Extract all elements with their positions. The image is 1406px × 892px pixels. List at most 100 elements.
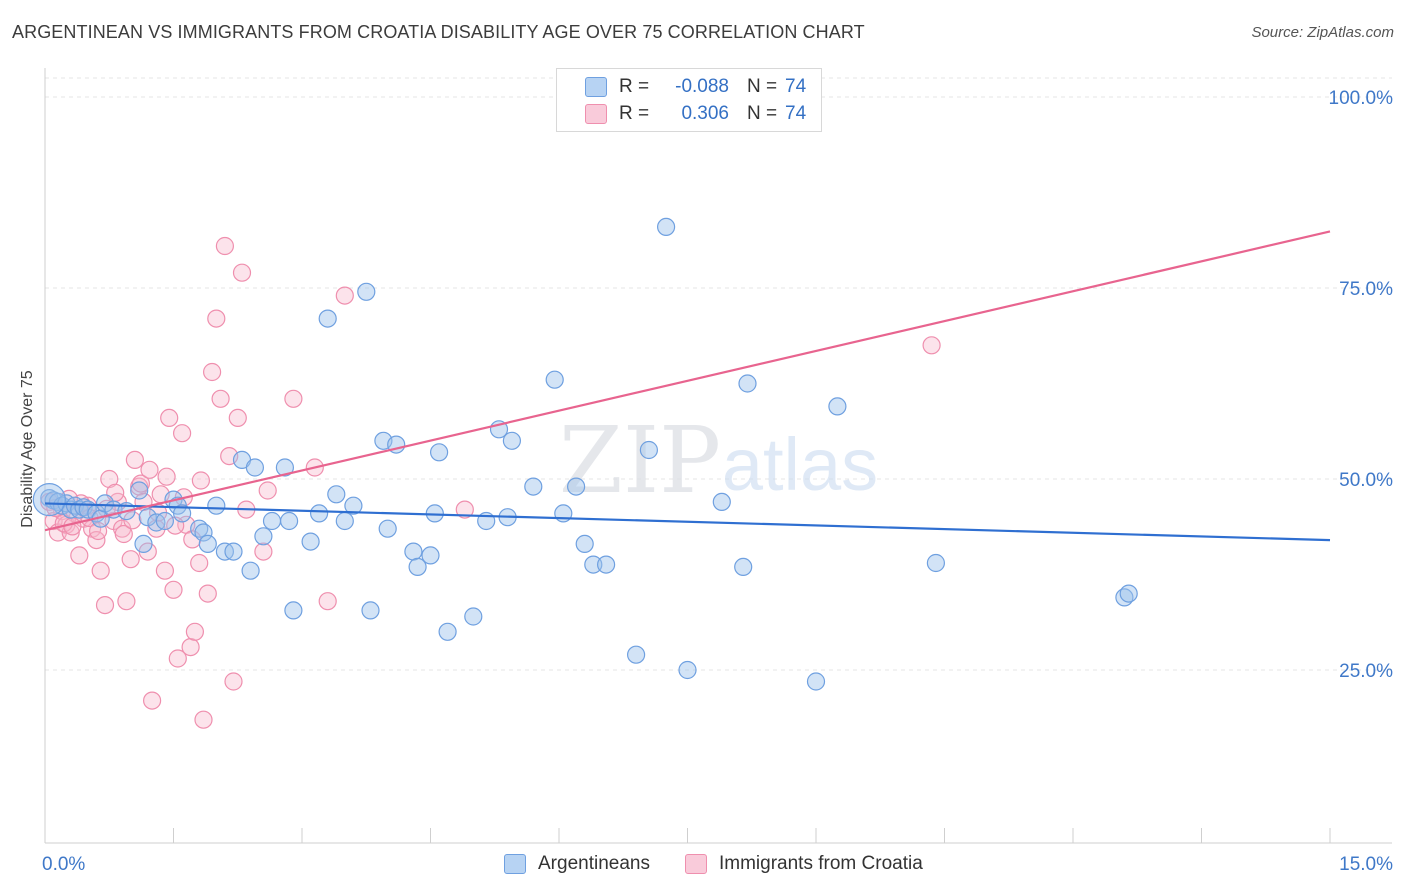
data-point bbox=[335, 511, 354, 531]
data-point bbox=[335, 286, 354, 305]
bottom-legend-swatch-pink bbox=[685, 854, 707, 874]
data-point bbox=[262, 511, 282, 531]
data-point bbox=[318, 592, 337, 611]
data-point bbox=[344, 496, 363, 515]
data-point bbox=[1119, 584, 1138, 603]
data-point bbox=[123, 511, 142, 530]
data-point bbox=[241, 561, 260, 580]
y-tick-label: 50.0% bbox=[1339, 470, 1393, 491]
data-point bbox=[228, 408, 247, 427]
data-point bbox=[157, 467, 176, 486]
data-point bbox=[361, 601, 380, 620]
data-point bbox=[207, 496, 226, 515]
data-point bbox=[155, 511, 174, 531]
data-point bbox=[310, 504, 329, 523]
data-point bbox=[160, 408, 179, 427]
tick-labels: 100.0% 75.0% 50.0% 25.0% 0.0% 15.0% bbox=[42, 88, 1393, 875]
bottom-legend-croatia: Immigrants from Croatia bbox=[685, 852, 923, 876]
data-point bbox=[215, 236, 234, 256]
data-point bbox=[181, 637, 200, 657]
data-point bbox=[408, 557, 427, 577]
data-point bbox=[327, 485, 346, 504]
legend-row-argentineans: R = -0.088 N = 74 bbox=[585, 75, 806, 99]
y-tick-label: 75.0% bbox=[1339, 279, 1393, 300]
legend-row-croatia: R = 0.306 N = 74 bbox=[585, 102, 806, 126]
data-point bbox=[284, 389, 303, 408]
data-point bbox=[203, 362, 222, 382]
data-point bbox=[130, 481, 149, 500]
data-point-cluster bbox=[32, 483, 66, 517]
data-point bbox=[121, 550, 140, 569]
data-point bbox=[185, 622, 204, 641]
data-point bbox=[91, 561, 110, 580]
data-point bbox=[190, 553, 209, 573]
legend-n-label: N = bbox=[747, 103, 778, 124]
data-point bbox=[194, 523, 213, 542]
data-point bbox=[155, 561, 174, 580]
data-point bbox=[738, 374, 757, 393]
data-point bbox=[806, 672, 826, 691]
data-point bbox=[455, 500, 474, 519]
y-tick-label: 25.0% bbox=[1339, 661, 1393, 682]
legend-swatch-blue bbox=[585, 77, 607, 97]
data-point bbox=[198, 534, 217, 554]
trend-line-argentineans bbox=[44, 502, 1331, 542]
data-point bbox=[245, 458, 264, 477]
axes bbox=[44, 68, 1392, 844]
data-point bbox=[254, 527, 273, 546]
data-point bbox=[545, 370, 564, 389]
data-point bbox=[678, 660, 697, 680]
watermark: ZIP atlas bbox=[559, 407, 878, 514]
data-point bbox=[70, 546, 89, 565]
legend-n-value: 74 bbox=[785, 103, 807, 124]
trend-line-croatia bbox=[44, 230, 1331, 532]
bottom-legend-swatch-blue bbox=[504, 854, 526, 874]
data-point bbox=[211, 389, 230, 408]
data-point bbox=[301, 532, 320, 551]
bottom-legend-label: Immigrants from Croatia bbox=[719, 853, 923, 874]
data-point bbox=[198, 584, 217, 603]
data-point bbox=[63, 517, 82, 536]
data-point bbox=[191, 471, 210, 490]
y-tick-label: 100.0% bbox=[1329, 88, 1394, 109]
data-point bbox=[275, 458, 294, 477]
data-point bbox=[656, 217, 676, 236]
data-point bbox=[596, 555, 616, 574]
data-point bbox=[194, 710, 213, 729]
data-point bbox=[173, 424, 192, 443]
data-point bbox=[134, 534, 153, 554]
data-point bbox=[430, 443, 449, 462]
data-point bbox=[173, 504, 192, 523]
data-point bbox=[438, 622, 457, 641]
data-point bbox=[404, 542, 423, 561]
data-point bbox=[284, 601, 303, 620]
data-point bbox=[224, 672, 243, 691]
data-point bbox=[922, 336, 941, 355]
data-point bbox=[125, 450, 144, 469]
data-point bbox=[378, 519, 397, 538]
data-point bbox=[502, 431, 521, 450]
legend-r-value: -0.088 bbox=[675, 76, 729, 97]
data-point bbox=[280, 511, 299, 531]
data-point bbox=[258, 481, 277, 500]
legend-swatch-pink bbox=[585, 104, 607, 124]
chart-title: ARGENTINEAN VS IMMIGRANTS FROM CROATIA D… bbox=[12, 22, 865, 42]
data-point bbox=[524, 477, 543, 496]
watermark-atlas: atlas bbox=[722, 423, 878, 506]
bottom-legend-label: Argentineans bbox=[538, 853, 650, 874]
data-point bbox=[712, 492, 731, 511]
data-point bbox=[131, 474, 150, 493]
data-point bbox=[138, 508, 157, 527]
data-point bbox=[164, 580, 183, 599]
data-point bbox=[95, 595, 115, 615]
data-point bbox=[254, 542, 273, 561]
data-point bbox=[168, 649, 187, 668]
source-label: Source: ZipAtlas.com bbox=[1251, 24, 1394, 41]
data-point bbox=[639, 440, 659, 460]
watermark-zip: ZIP bbox=[559, 407, 721, 514]
data-point bbox=[318, 309, 337, 328]
data-point bbox=[464, 607, 483, 626]
data-point bbox=[584, 555, 603, 574]
legend-r-label: R = bbox=[619, 103, 650, 124]
